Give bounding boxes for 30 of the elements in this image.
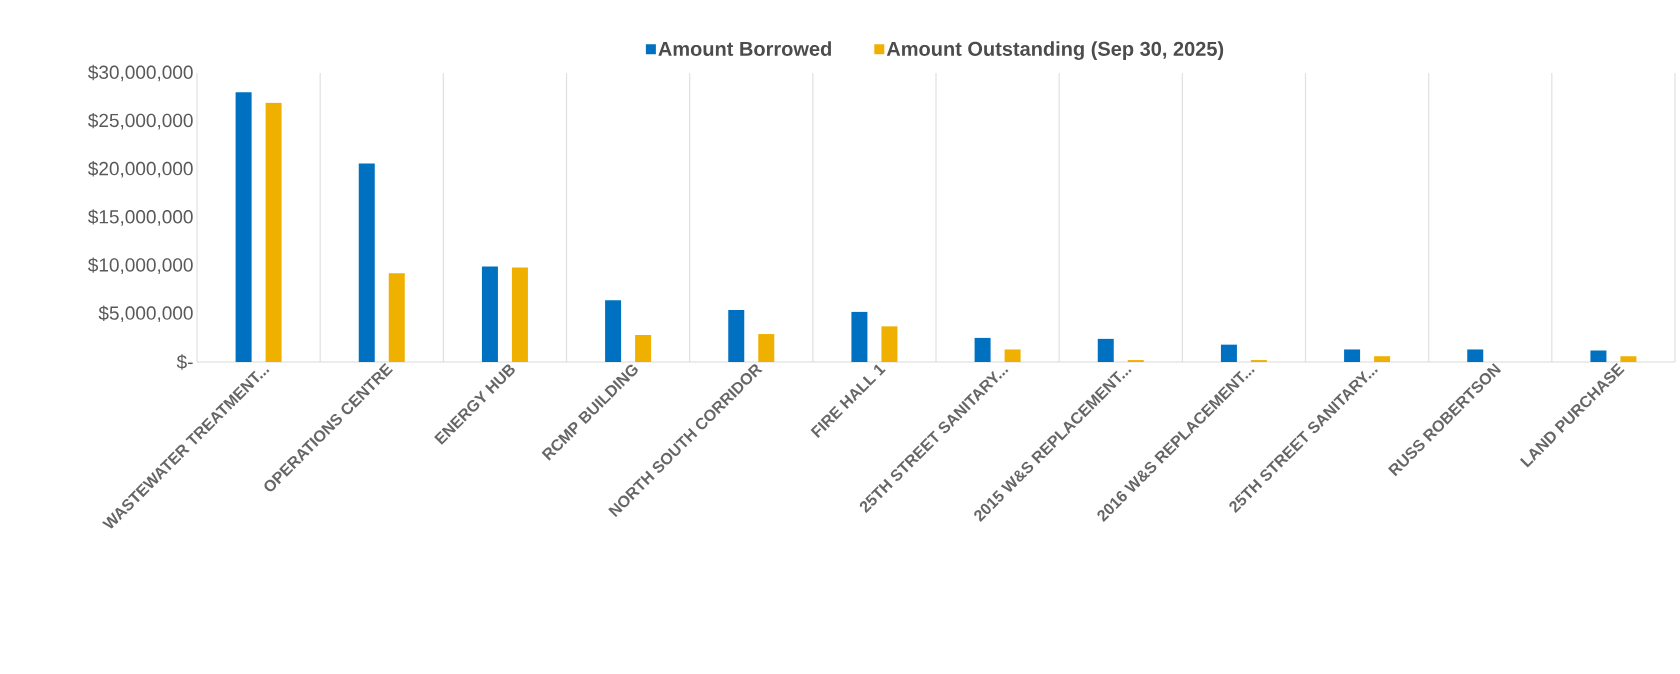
bar [1097, 338, 1114, 362]
bar [481, 266, 498, 362]
y-tick-label: $5,000,000 [98, 305, 193, 323]
bar [1374, 356, 1391, 362]
bar [265, 102, 282, 362]
y-tick-label: $25,000,000 [88, 112, 193, 130]
bar [1590, 350, 1607, 362]
bar [635, 335, 652, 362]
y-tick-label: $10,000,000 [88, 257, 193, 274]
bar [1467, 349, 1484, 362]
bar [1220, 344, 1237, 362]
bar [851, 311, 868, 362]
bar [974, 337, 991, 362]
bar [881, 326, 898, 362]
y-tick-label: $15,000,000 [88, 209, 193, 226]
bar [728, 309, 745, 362]
bar [511, 267, 528, 362]
bar [1620, 356, 1637, 362]
legend-label: Amount Outstanding (Sep 30, 2025) [886, 41, 1224, 60]
bar [388, 273, 405, 362]
bar [758, 334, 775, 362]
bar [605, 300, 622, 362]
bar [1344, 349, 1361, 362]
y-tick-label: $30,000,000 [88, 64, 193, 82]
bar [1004, 349, 1021, 362]
y-tick-label: $20,000,000 [88, 161, 193, 178]
bar [235, 92, 252, 362]
bar [358, 163, 375, 362]
y-tick-label: $- [176, 354, 193, 370]
legend-label: Amount Borrowed [658, 41, 831, 56]
